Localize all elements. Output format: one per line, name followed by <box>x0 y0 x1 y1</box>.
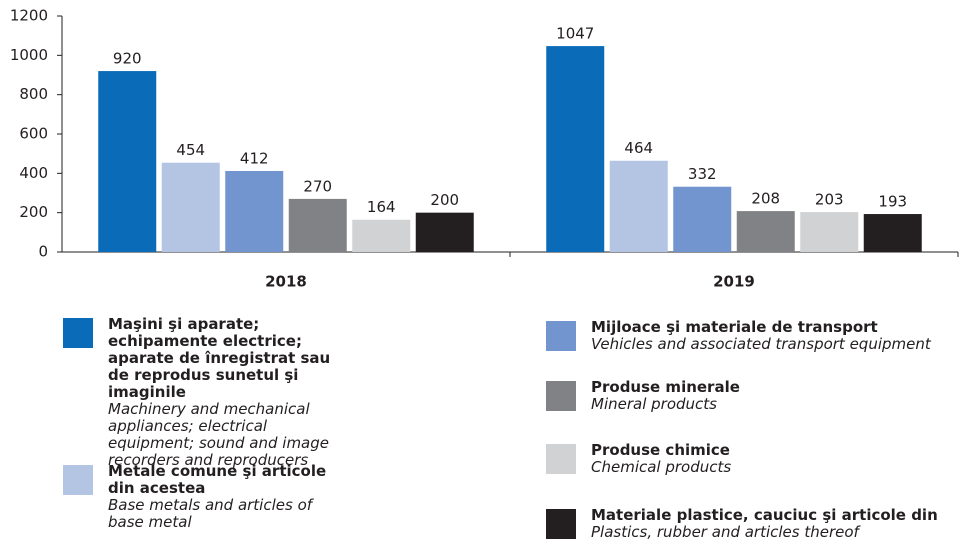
legend-name: Metale comune şi articole din acestea <box>108 462 327 497</box>
legend-entry: Produse chimice Chemical products <box>591 442 977 476</box>
value-label: 412 <box>240 149 269 167</box>
legend-name: Mijloace şi materiale de transport <box>591 318 878 336</box>
legend-entry: Materiale plastice, cauciuc şi articole … <box>591 507 977 541</box>
legend-translation: Base metals and articles of base metal <box>108 496 313 531</box>
bar <box>352 219 411 252</box>
y-tick-label: 800 <box>19 85 48 103</box>
value-label: 454 <box>176 141 205 159</box>
x-tick-label: 2018 <box>265 273 307 291</box>
y-tick-label: 1200 <box>10 7 48 25</box>
legend-translation: Mineral products <box>591 395 717 413</box>
y-tick-label: 400 <box>19 164 48 182</box>
legend-entry: Maşini şi aparate; echipamente electrice… <box>108 316 348 469</box>
value-label: 200 <box>430 191 459 209</box>
bar <box>161 162 220 252</box>
bar <box>609 160 668 252</box>
value-label: 193 <box>878 193 907 211</box>
bar <box>800 212 859 252</box>
legend-name: Produse chimice <box>591 441 730 459</box>
legend-swatch <box>546 321 576 351</box>
bar <box>415 212 474 252</box>
bar <box>736 211 795 252</box>
legend-swatch <box>63 465 93 495</box>
legend-translation: Chemical products <box>591 458 732 476</box>
value-label: 464 <box>624 139 653 157</box>
y-tick-label: 0 <box>38 243 48 261</box>
legend-swatch <box>546 381 576 411</box>
value-label: 270 <box>303 177 332 195</box>
legend-translation: Machinery and mechanical appliances; ele… <box>108 400 330 469</box>
legend-swatch <box>546 444 576 474</box>
legend-entry: Metale comune şi articole din acestea Bas… <box>108 463 348 531</box>
bar <box>288 198 347 252</box>
bar <box>863 214 922 252</box>
legend-swatch <box>546 509 576 539</box>
legend-name: Materiale plastice, cauciuc şi articole … <box>591 506 938 524</box>
legend-swatch <box>63 318 93 348</box>
chart: 0 200 400 600 800 1000 1200 2018 920 454 412 270 164… <box>10 7 959 291</box>
value-label: 164 <box>367 198 396 216</box>
legend-entry: Mijloace şi materiale de transport Vehicl… <box>591 319 977 353</box>
value-label: 208 <box>751 190 780 208</box>
legend-translation: Plastics, rubber and articles thereof <box>591 523 859 541</box>
legend-entry: Produse minerale Mineral products <box>591 379 977 413</box>
legend-name: Produse minerale <box>591 378 740 396</box>
bar <box>225 170 284 252</box>
value-label: 332 <box>688 165 717 183</box>
y-tick-label: 1000 <box>10 46 48 64</box>
bar <box>98 71 157 252</box>
y-tick-label: 200 <box>19 203 48 221</box>
bar <box>546 46 605 253</box>
value-label: 920 <box>113 50 142 68</box>
bar <box>673 186 732 252</box>
legend-name: Maşini şi aparate; echipamente electrice… <box>108 315 331 401</box>
value-label: 203 <box>815 191 844 209</box>
value-label: 1047 <box>556 25 594 43</box>
x-tick-label: 2019 <box>713 273 755 291</box>
y-tick-label: 600 <box>19 125 48 143</box>
legend-translation: Vehicles and associated transport equipm… <box>591 335 931 353</box>
